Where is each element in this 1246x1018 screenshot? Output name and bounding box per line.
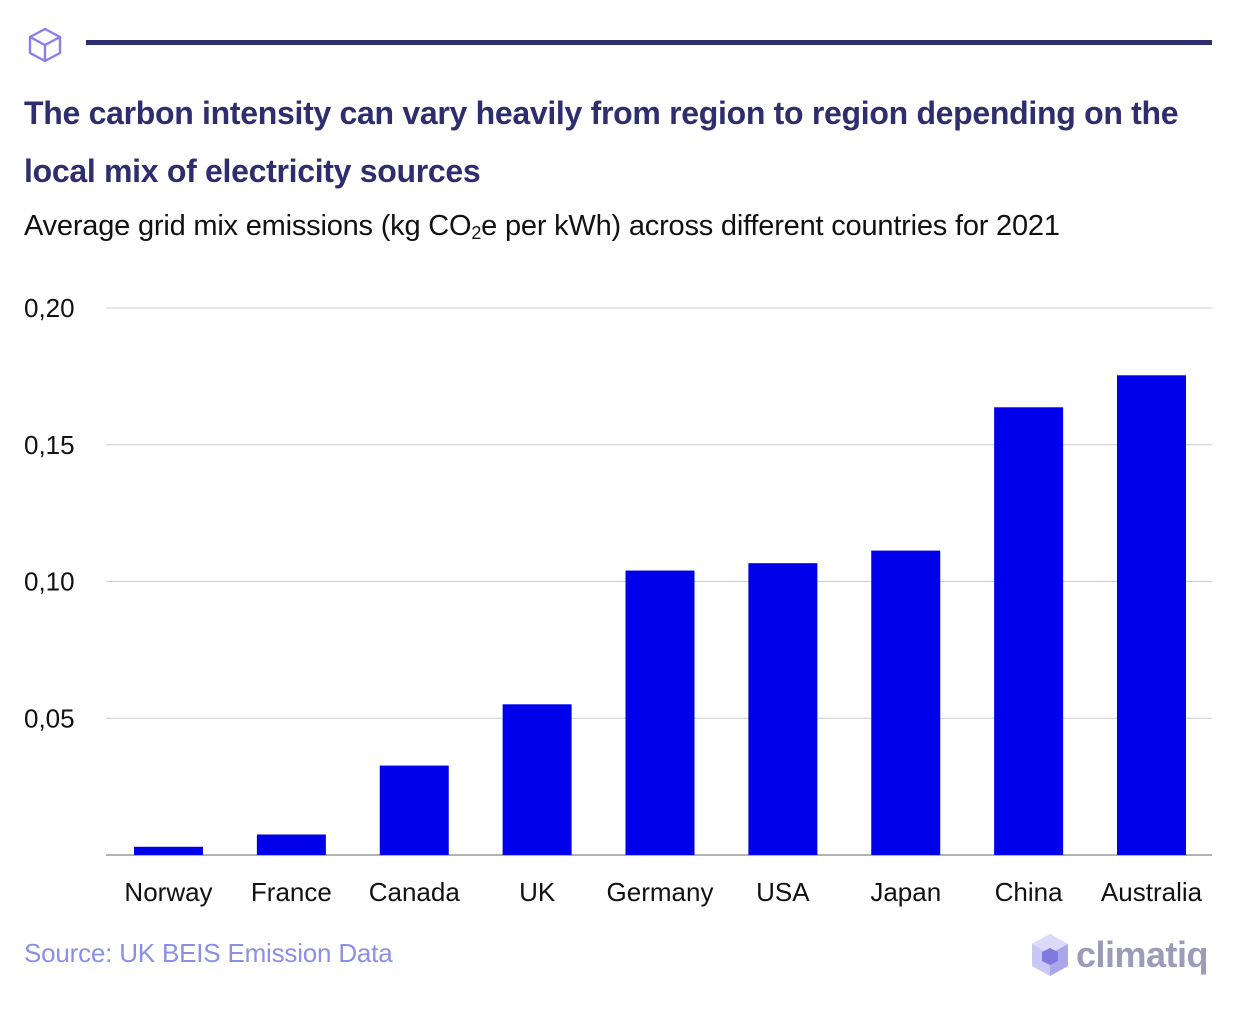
bar-japan xyxy=(871,550,941,855)
header-rule xyxy=(86,40,1212,45)
bar-china xyxy=(994,407,1064,855)
x-tick-label: UK xyxy=(519,877,556,907)
bar-uk xyxy=(502,704,572,855)
bar-norway xyxy=(134,846,203,855)
subtitle-suffix: e per kWh) across different countries fo… xyxy=(481,210,1060,242)
y-axis-labels: 0,05 0,10 0,15 0,20 xyxy=(24,293,75,733)
x-tick-label: Australia xyxy=(1101,877,1203,907)
x-tick-label: USA xyxy=(756,877,810,907)
chart-title: The carbon intensity can vary heavily fr… xyxy=(24,95,1179,189)
y-tick-label: 0,10 xyxy=(24,567,75,597)
subtitle-subscript: 2 xyxy=(471,223,482,243)
y-tick-label: 0,05 xyxy=(24,703,75,733)
brand-name: climatiq xyxy=(1075,934,1209,975)
x-axis-labels: Norway France Canada UK Germany USA Japan China… xyxy=(124,877,1202,907)
source-note: Source: UK BEIS Emission Data xyxy=(24,938,393,968)
climatiq-brand: climatiq xyxy=(1028,930,1209,980)
cube-logo-icon xyxy=(28,27,62,63)
x-tick-label: Canada xyxy=(369,877,461,907)
x-tick-label: Japan xyxy=(870,877,941,907)
bar-france xyxy=(256,834,326,855)
bar-germany xyxy=(625,570,695,855)
x-tick-label: France xyxy=(251,877,332,907)
climatiq-cube-icon xyxy=(1031,934,1068,976)
x-tick-label: China xyxy=(995,877,1063,907)
x-tick-label: Norway xyxy=(124,877,212,907)
bar-chart: 0,05 0,10 0,15 0,20 Norway France Canada UK Ger… xyxy=(24,293,1212,907)
y-tick-label: 0,20 xyxy=(24,293,75,323)
subtitle-prefix: Average grid mix emissions (kg CO xyxy=(24,210,472,242)
chart-subtitle: Average grid mix emissions (kg CO2e per … xyxy=(24,206,1234,246)
bar-canada xyxy=(379,765,449,855)
x-tick-label: Germany xyxy=(607,877,714,907)
bars xyxy=(134,375,1186,855)
bar-australia xyxy=(1117,375,1186,855)
bar-usa xyxy=(748,563,818,855)
y-tick-label: 0,15 xyxy=(24,430,75,460)
